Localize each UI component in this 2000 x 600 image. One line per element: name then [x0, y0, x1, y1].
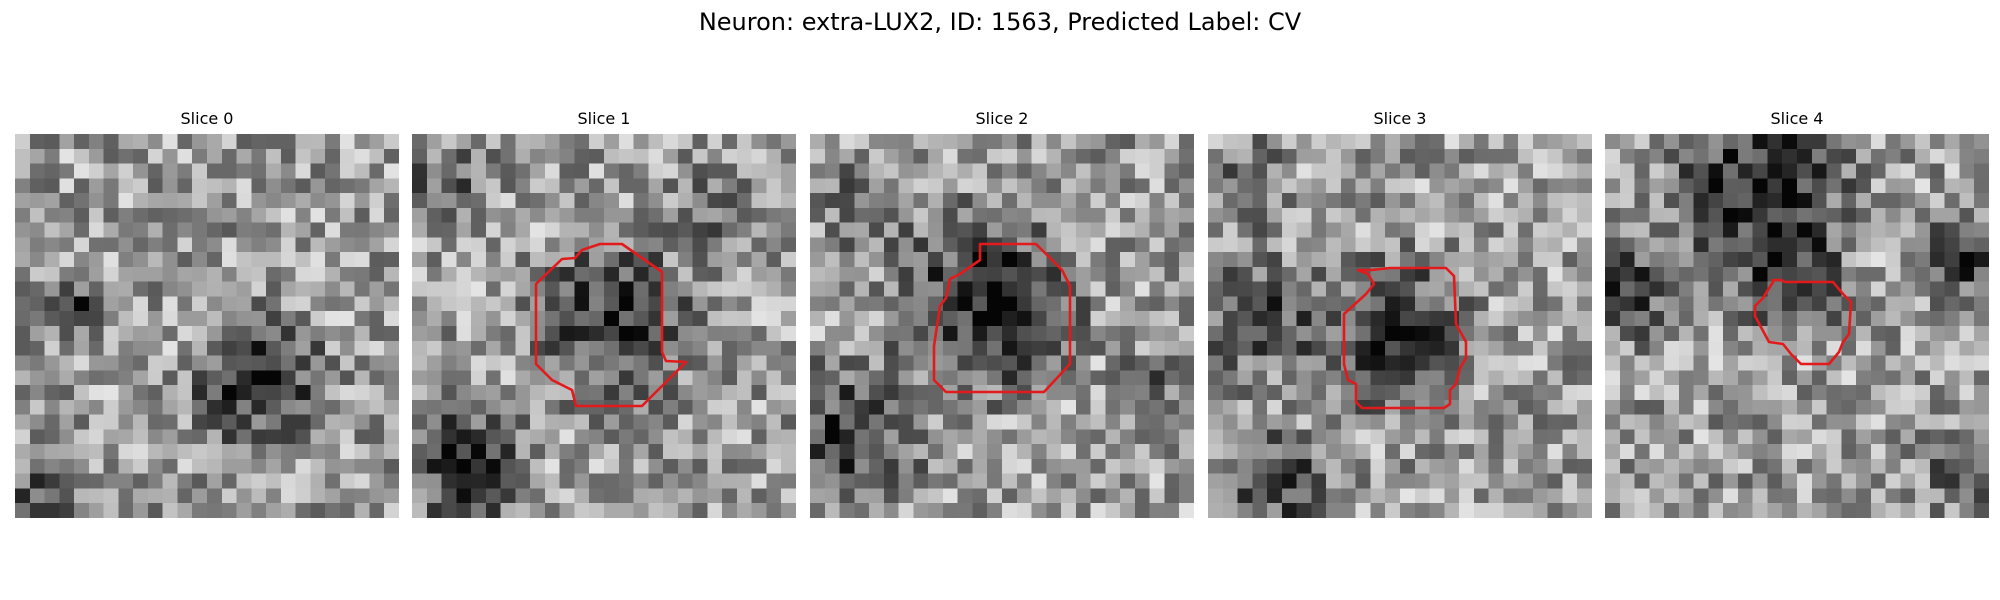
slice-2-canvas: [810, 134, 1194, 518]
slice-4-canvas: [1605, 134, 1989, 518]
slice-3-image: [1208, 134, 1592, 518]
figure-title: Neuron: extra-LUX2, ID: 1563, Predicted …: [698, 8, 1302, 36]
slice-0-overlay: [15, 134, 399, 518]
slice-1-image: [412, 134, 796, 518]
slice-2-overlay: [932, 242, 1072, 394]
slice-4-contour: [1753, 278, 1853, 366]
slice-3-overlay: [1342, 266, 1468, 410]
slice-0-canvas: [15, 134, 399, 518]
slice-0-title: Slice 0: [180, 109, 234, 128]
slice-4-title: Slice 4: [1770, 109, 1824, 128]
slice-3-canvas: [1208, 134, 1592, 518]
slice-1-overlay: [534, 242, 688, 408]
slice-2-title: Slice 2: [975, 109, 1029, 128]
slice-4-overlay: [1753, 278, 1853, 366]
slice-3-title: Slice 3: [1373, 109, 1427, 128]
slice-1-contour: [534, 242, 688, 408]
slice-2-image: [810, 134, 1194, 518]
slice-0-image: [15, 134, 399, 518]
slice-4-image: [1605, 134, 1989, 518]
slice-2-contour: [932, 242, 1072, 394]
slice-3-contour: [1342, 266, 1468, 410]
slice-1-title: Slice 1: [577, 109, 631, 128]
slice-1-canvas: [412, 134, 796, 518]
